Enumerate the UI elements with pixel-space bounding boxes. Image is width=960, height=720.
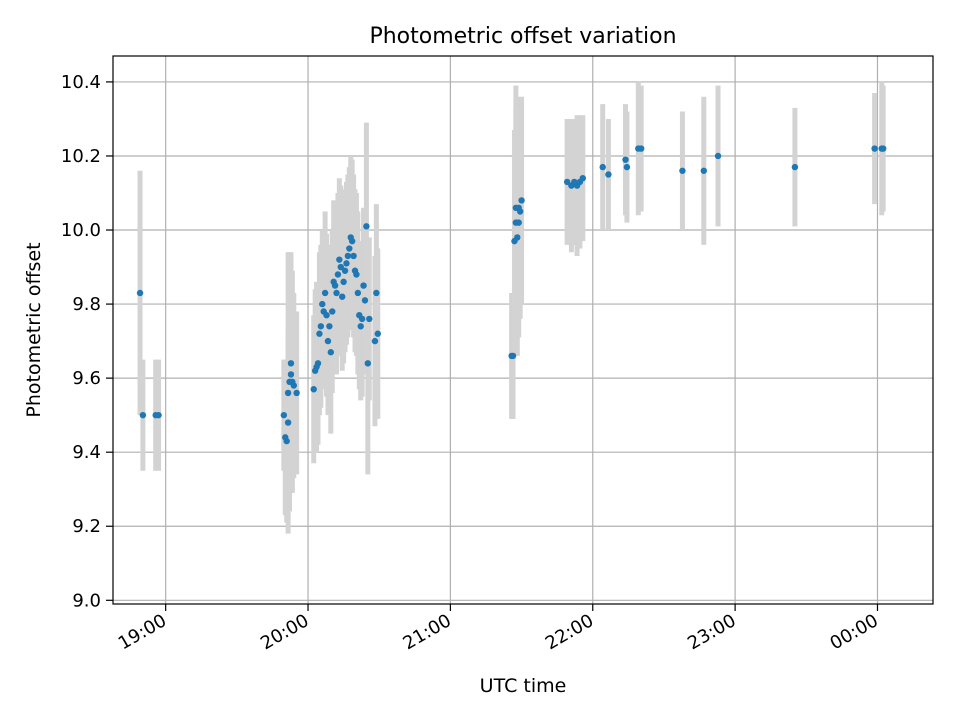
data-point — [344, 252, 352, 260]
data-point — [329, 308, 336, 315]
data-point — [579, 174, 586, 182]
data-point — [879, 145, 887, 152]
data-point — [622, 156, 629, 163]
y-axis-label: Photometric offset — [23, 242, 45, 417]
data-point — [314, 360, 322, 367]
data-point — [518, 197, 525, 204]
data-point — [700, 167, 707, 174]
data-point — [563, 178, 571, 186]
data-point — [326, 323, 333, 330]
data-point — [283, 437, 290, 445]
data-point — [284, 389, 292, 397]
data-point — [331, 282, 339, 289]
data-point — [317, 323, 325, 330]
data-point — [348, 237, 356, 245]
data-point — [316, 330, 323, 337]
data-point — [364, 360, 372, 367]
data-point — [514, 234, 521, 241]
data-point — [509, 352, 517, 360]
data-point — [515, 219, 522, 226]
data-point — [358, 315, 366, 323]
data-point — [341, 267, 349, 274]
data-point — [354, 289, 362, 297]
data-point — [714, 152, 722, 160]
chart-title: Photometric offset variation — [369, 24, 676, 49]
data-point — [290, 382, 297, 389]
data-point — [791, 163, 799, 171]
y-tick-label: 9.4 — [72, 442, 101, 463]
y-tick-label: 9.0 — [72, 590, 101, 611]
data-point — [340, 278, 347, 286]
data-point — [605, 171, 612, 178]
data-point — [293, 389, 300, 397]
data-point — [353, 271, 360, 278]
data-point — [136, 289, 144, 297]
data-point — [637, 145, 645, 152]
data-point — [323, 311, 330, 319]
data-point — [871, 145, 878, 152]
data-point — [155, 411, 162, 419]
data-point — [310, 386, 317, 393]
data-point — [366, 315, 373, 323]
data-point — [343, 260, 350, 267]
data-point — [287, 371, 295, 378]
data-point — [280, 411, 288, 419]
data-point — [336, 256, 343, 263]
y-tick-label: 9.6 — [72, 368, 101, 389]
data-point — [516, 208, 524, 215]
data-point — [623, 163, 631, 171]
data-point — [346, 245, 353, 252]
y-tick-label: 10.4 — [61, 72, 101, 93]
data-point — [321, 289, 329, 297]
data-point — [361, 297, 369, 304]
data-point — [339, 293, 346, 300]
y-tick-label: 10.2 — [61, 146, 101, 167]
data-point — [334, 271, 342, 278]
y-tick-label: 10.0 — [61, 220, 101, 241]
y-tick-label: 9.2 — [72, 516, 101, 537]
data-point — [679, 167, 686, 174]
data-point — [360, 282, 367, 289]
data-points — [136, 145, 887, 445]
data-point — [350, 252, 357, 260]
data-point — [373, 289, 380, 297]
plot-frame — [112, 55, 934, 605]
data-point — [319, 300, 326, 308]
data-point — [333, 289, 340, 297]
data-point — [327, 349, 335, 356]
data-point — [287, 360, 295, 367]
x-axis-label: UTC time — [480, 675, 567, 697]
data-point — [337, 263, 344, 271]
data-point — [363, 223, 370, 230]
data-point — [284, 419, 292, 426]
y-tick-label: 9.8 — [72, 294, 101, 315]
data-point — [599, 163, 606, 171]
data-point — [139, 411, 147, 419]
data-point — [371, 337, 379, 345]
data-point — [374, 330, 381, 337]
data-point — [357, 323, 364, 330]
data-point — [324, 337, 332, 345]
